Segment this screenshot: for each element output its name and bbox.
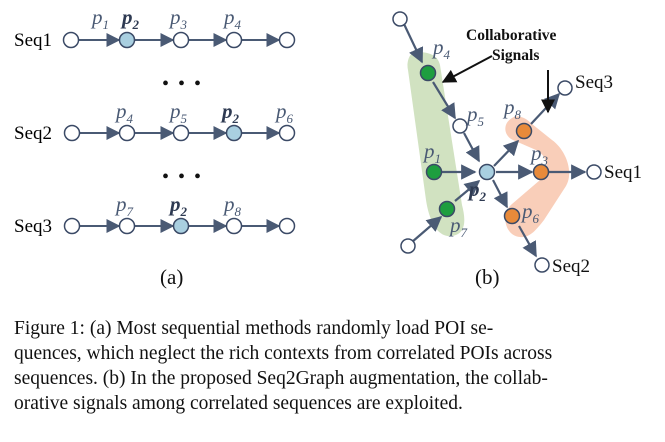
poi-label: p1: [422, 139, 441, 166]
poi-label: p8: [222, 192, 242, 219]
orange-node: [515, 122, 533, 140]
poi-label: p5: [168, 99, 188, 126]
panel-b-label: (b): [475, 265, 500, 289]
edge: [518, 225, 537, 258]
node: [63, 217, 81, 235]
edge: [493, 139, 520, 167]
seq-label: Seq3: [14, 216, 52, 237]
panel-a-label: (a): [160, 265, 183, 289]
green-node: [438, 200, 456, 218]
node: [278, 217, 296, 235]
panel-b: Collaborative Signals Seq3 Seq1 Seq2 p4 …: [392, 11, 642, 289]
node: [62, 31, 80, 49]
green-node: [419, 64, 437, 82]
node: [172, 31, 190, 49]
node: [225, 31, 243, 49]
caption-line: orative signals among correlated sequenc…: [14, 393, 463, 414]
poi-label: p3: [168, 5, 188, 32]
orange-band: [505, 116, 570, 238]
edge: [454, 180, 481, 202]
poi-label: p5: [465, 102, 485, 129]
node: [534, 257, 550, 273]
node: [225, 217, 243, 235]
ellipsis: • • •: [162, 73, 203, 95]
highlight-node: [118, 31, 136, 49]
edge: [463, 132, 480, 163]
sequence-row-2: Seq2 p4 p5 p2 p6: [14, 99, 296, 144]
poi-label: p4: [114, 99, 134, 126]
node: [278, 31, 296, 49]
orange-node: [503, 207, 521, 225]
callout-text: Signals: [492, 47, 539, 64]
seq-label: Seq2: [14, 123, 52, 144]
poi-label: p6: [520, 199, 540, 226]
seq-label: Seq1: [14, 30, 52, 51]
panel-a: Seq1 p1 p2 p3 p4 • • •: [14, 5, 296, 289]
poi-label: p7: [448, 213, 468, 240]
poi-label: p3: [529, 141, 549, 168]
callout-text: Collaborative: [466, 27, 557, 44]
highlight-node: [172, 217, 190, 235]
node: [452, 118, 468, 134]
node: [172, 124, 190, 142]
edge: [411, 215, 443, 243]
node: [63, 124, 81, 142]
node: [557, 80, 573, 96]
green-band: [407, 51, 465, 237]
caption-line: sequences. (b) In the proposed Seq2Graph…: [14, 368, 548, 389]
green-node: [425, 163, 443, 181]
caption-line: Figure 1: (a) Most sequential methods ra…: [14, 318, 494, 339]
callout-arrow: [441, 55, 493, 83]
poi-label: p4: [431, 35, 451, 62]
seq-label: Seq2: [552, 256, 590, 277]
seq-label: Seq1: [604, 162, 642, 183]
node: [118, 217, 136, 235]
sequence-row-1: Seq1 p1 p2 p3 p4: [14, 5, 296, 51]
poi-label: p1: [90, 5, 109, 32]
highlight-node: [225, 124, 243, 142]
poi-label: p8: [502, 95, 522, 122]
edge: [530, 92, 561, 125]
seq-label: Seq3: [575, 72, 613, 93]
edge: [492, 179, 508, 209]
highlight-node: [478, 163, 496, 181]
poi-label: p4: [222, 5, 242, 32]
node: [118, 124, 136, 142]
poi-label: p2: [467, 177, 487, 204]
ellipsis: • • •: [162, 166, 203, 188]
figure: Seq1 p1 p2 p3 p4 • • •: [14, 5, 642, 289]
node: [392, 11, 408, 27]
poi-label: p2: [220, 99, 240, 126]
poi-label: p7: [114, 192, 134, 219]
figure-caption: Figure 1: (a) Most sequential methods ra…: [14, 316, 654, 416]
node: [586, 164, 602, 180]
poi-label: p2: [120, 5, 140, 32]
edge: [432, 81, 456, 120]
node: [278, 124, 296, 142]
poi-label: p6: [274, 99, 294, 126]
poi-label: p2: [168, 192, 188, 219]
sequence-row-3: Seq3 p7 p2 p8: [14, 192, 296, 237]
node: [400, 238, 416, 254]
edge: [403, 23, 424, 64]
orange-node: [532, 163, 550, 181]
caption-line: quences, which neglect the rich contexts…: [14, 343, 553, 364]
